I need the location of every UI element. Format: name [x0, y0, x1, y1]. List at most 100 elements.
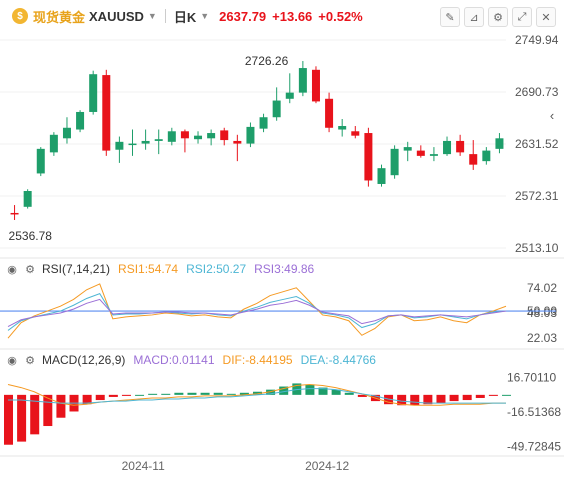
macd-dea-line	[8, 388, 506, 404]
rsi-tick-label: 22.03	[527, 331, 557, 345]
candle-body	[128, 143, 137, 146]
macd-histogram-bar	[462, 394, 472, 401]
close-icon[interactable]: ✕	[536, 7, 556, 27]
macd-histogram-bar	[475, 394, 485, 398]
pencil-icon[interactable]: ✎	[440, 7, 460, 27]
macd-dif-line	[7, 383, 506, 406]
last-price: 2637.79	[219, 8, 267, 24]
macd-histogram-bar	[423, 394, 433, 405]
gold-logo-icon: $	[12, 8, 28, 24]
macd-histogram-bar	[449, 394, 459, 402]
macd-histogram-bar	[397, 394, 407, 406]
candle-body	[364, 133, 373, 181]
macd-histogram-bar	[226, 393, 236, 395]
low-price-label: 2536.78	[9, 229, 53, 243]
price-tick-label: 2749.94	[515, 33, 559, 47]
macd-histogram-bar	[502, 394, 511, 396]
rsi-line-rsi2	[7, 293, 507, 331]
eye-icon[interactable]: ◉	[7, 354, 17, 367]
x-axis-label: 2024-11	[122, 459, 165, 473]
macd-histogram-bar	[239, 392, 249, 395]
price-tick-label: 2631.52	[515, 137, 559, 151]
macd-value: MACD:0.01141	[133, 353, 215, 367]
macd-histogram-bar	[95, 394, 105, 401]
rsi-legend: ◉ ⚙ RSI(7,14,21) RSI1:54.74 RSI2:50.27 R…	[0, 260, 314, 278]
sliders-icon[interactable]: ⚙	[488, 7, 508, 27]
macd-histogram-bar	[135, 394, 145, 396]
candle-body	[62, 127, 71, 139]
candle-body	[298, 68, 307, 93]
macd-histogram-bar	[292, 383, 302, 395]
candle-body	[482, 150, 491, 162]
macd-tick-label: 16.70110	[507, 371, 556, 385]
macd-histogram-bar	[17, 394, 27, 442]
candle-body	[194, 135, 203, 140]
period-chevron-down-icon[interactable]: ▼	[200, 11, 210, 21]
candle-body	[49, 134, 58, 153]
candle-body	[416, 150, 425, 156]
high-price-label: 2726.26	[245, 54, 289, 68]
macd-histogram-bar	[331, 389, 341, 395]
candle-body	[403, 147, 412, 151]
period-selector[interactable]: 日K	[173, 9, 197, 25]
macd-histogram-bar	[108, 394, 118, 397]
candle-body	[456, 140, 465, 153]
chevron-down-icon[interactable]: ▼	[147, 11, 157, 21]
candle-body	[285, 92, 294, 99]
candle-body	[220, 130, 229, 141]
price-change-percent: +0.52%	[318, 8, 363, 24]
rsi-tick-label: 48.03	[527, 306, 557, 320]
rsi3-value: RSI3:49.86	[254, 262, 315, 276]
macd-histogram-bar	[410, 394, 420, 406]
rsi1-value: RSI1:54.74	[118, 262, 179, 276]
macd-histogram-bar	[174, 392, 184, 395]
macd-histogram-bar	[279, 386, 289, 395]
divider	[164, 9, 166, 23]
ruler-icon[interactable]: ⊿	[464, 7, 484, 27]
macd-histogram-bar	[161, 393, 171, 395]
candle-body	[246, 126, 255, 144]
rsi-tick-label: 50.00	[527, 304, 557, 318]
candle-body	[233, 140, 242, 144]
macd-histogram-bar	[344, 392, 354, 395]
candle-body	[76, 111, 85, 130]
rsi-tick-label: 74.02	[527, 281, 557, 295]
macd-tick-label: -49.72845	[507, 440, 561, 454]
rsi-line-rsi1	[7, 283, 507, 339]
eye-icon[interactable]: ◉	[7, 263, 17, 276]
candle-body	[338, 126, 347, 130]
candle-body	[10, 212, 19, 215]
macd-histogram-bar	[305, 384, 315, 395]
macd-histogram-bar	[266, 389, 276, 395]
fullscreen-icon[interactable]: ⤢	[512, 7, 532, 27]
candle-body	[390, 148, 399, 176]
candle-body	[167, 131, 176, 142]
price-tick-label: 2513.10	[515, 241, 559, 255]
candle-body	[154, 139, 163, 141]
macd-histogram-bar	[187, 392, 197, 395]
settings-icon[interactable]: ⚙	[25, 263, 35, 276]
candle-body	[469, 154, 478, 165]
rsi2-value: RSI2:50.27	[186, 262, 247, 276]
instrument-symbol[interactable]: XAUUSD	[89, 8, 144, 24]
collapse-panel-icon[interactable]: ‹	[549, 108, 555, 123]
chart-header: $ 现货黄金 XAUUSD ▼ 日K ▼ 2637.79 +13.66 +0.5…	[0, 0, 564, 32]
candle-body	[443, 140, 452, 155]
candle-body	[351, 131, 360, 136]
instrument-name[interactable]: 现货黄金	[33, 9, 86, 25]
macd-title: MACD(12,26,9)	[42, 353, 126, 367]
macd-histogram-bar	[56, 394, 66, 418]
candle-body	[259, 117, 268, 129]
macd-histogram-bar	[384, 394, 394, 405]
x-axis-label: 2024-12	[305, 459, 349, 473]
price-change: +13.66	[272, 8, 313, 24]
settings-icon[interactable]: ⚙	[25, 354, 35, 367]
candle-body	[115, 141, 124, 150]
candle-body	[207, 133, 216, 139]
candle-body	[141, 140, 150, 144]
macd-histogram-bar	[200, 392, 210, 395]
macd-histogram-bar	[488, 394, 498, 396]
price-tick-label: 2572.31	[515, 189, 559, 203]
candle-body	[325, 98, 334, 128]
